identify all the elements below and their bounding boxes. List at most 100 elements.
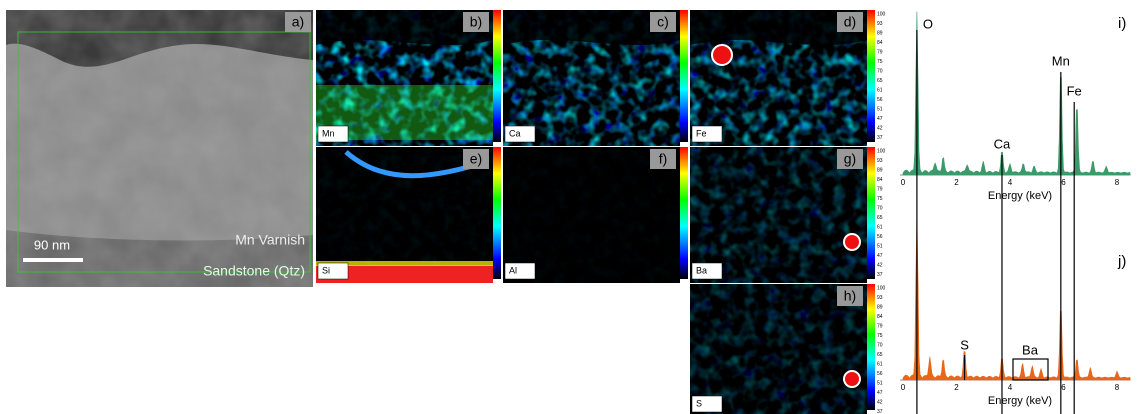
peak-label: Fe <box>1067 83 1082 98</box>
colorbar-tick-label: 100 <box>877 285 886 291</box>
colorbar <box>680 10 688 142</box>
colorbar-tick-label: 61 <box>877 224 883 230</box>
panel-label: i) <box>1118 15 1126 32</box>
panel-label: c) <box>657 14 669 30</box>
colorbar <box>493 10 501 142</box>
colorbar-tick-label: 56 <box>877 234 883 240</box>
panel-label: b) <box>470 14 482 30</box>
colorbar-tick-label: 79 <box>877 323 883 329</box>
colorbar-tick-label: 42 <box>877 125 883 131</box>
element-map: 100 93 89 84 79 75 70 65 61 56 51 47 42 37 h) S <box>690 284 886 414</box>
element-label: Al <box>509 265 517 275</box>
colorbar <box>680 147 688 279</box>
element-map: 100 93 89 84 79 75 70 65 61 56 51 47 42 37 d) Fe <box>690 10 886 146</box>
element-map: c) Ca <box>503 10 688 146</box>
element-label: Fe <box>696 128 707 138</box>
panel-label: e) <box>470 151 482 167</box>
x-tick-label: 4 <box>1008 383 1013 392</box>
x-tick-label: 2 <box>954 383 959 392</box>
x-axis-label: Energy (keV) <box>988 395 1052 407</box>
colorbar-tick-label: 70 <box>877 68 883 74</box>
element-label: Ca <box>509 128 521 138</box>
colorbar-tick-label: 75 <box>877 196 883 202</box>
peak-label: S <box>960 337 969 352</box>
colorbar-tick-label: 89 <box>877 167 883 173</box>
map-particle <box>712 45 732 65</box>
colorbar-tick-label: 84 <box>877 314 883 320</box>
element-map: b) Mn <box>316 10 501 146</box>
colorbar <box>867 147 875 279</box>
x-tick-label: 8 <box>1115 383 1120 392</box>
colorbar-tick-label: 37 <box>877 135 883 141</box>
x-tick-label: 4 <box>1008 178 1013 187</box>
peak-label: O <box>923 16 933 31</box>
colorbar <box>867 10 875 142</box>
peak-label: Ba <box>1022 342 1039 357</box>
spectrum <box>903 212 1130 380</box>
colorbar-tick-label: 42 <box>877 399 883 405</box>
colorbar-tick-label: 37 <box>877 409 883 414</box>
colorbar-tick-label: 42 <box>877 262 883 268</box>
map-particle <box>844 371 860 387</box>
x-tick-label: 6 <box>1061 383 1066 392</box>
colorbar-tick-label: 84 <box>877 177 883 183</box>
panel-label: a) <box>292 14 304 30</box>
colorbar-tick-label: 56 <box>877 97 883 103</box>
region-label: Mn Varnish <box>235 232 305 248</box>
colorbar-tick-label: 51 <box>877 243 883 249</box>
element-map: e) Si <box>316 147 501 283</box>
element-label: S <box>696 398 702 408</box>
colorbar-tick-label: 93 <box>877 21 883 27</box>
colorbar-tick-label: 37 <box>877 272 883 278</box>
colorbar-tick-label: 70 <box>877 205 883 211</box>
colorbar-tick-label: 93 <box>877 295 883 301</box>
colorbar-tick-label: 84 <box>877 40 883 46</box>
colorbar-tick-label: 51 <box>877 106 883 112</box>
region-label: Sandstone (Qtz) <box>203 263 305 279</box>
colorbar-tick-label: 65 <box>877 352 883 358</box>
panel-label: j) <box>1117 253 1126 270</box>
x-tick-label: 2 <box>954 178 959 187</box>
colorbar-tick-label: 61 <box>877 87 883 93</box>
element-map: 100 93 89 84 79 75 70 65 61 56 51 47 42 37 g) Ba <box>690 147 886 283</box>
colorbar-tick-label: 100 <box>877 11 886 17</box>
colorbar-tick-label: 100 <box>877 148 886 154</box>
panel-label: h) <box>844 288 856 304</box>
colorbar-tick-label: 89 <box>877 304 883 310</box>
peak-label: Mn <box>1052 53 1070 68</box>
element-map: f) Al <box>503 147 688 283</box>
panel-label: g) <box>844 151 856 167</box>
element-label: Mn <box>322 128 335 138</box>
colorbar-tick-label: 65 <box>877 78 883 84</box>
panel-label: d) <box>844 14 856 30</box>
element-label: Si <box>322 265 330 275</box>
colorbar-tick-label: 79 <box>877 186 883 192</box>
element-label: Ba <box>696 265 707 275</box>
colorbar-tick-label: 56 <box>877 371 883 377</box>
colorbar-tick-label: 89 <box>877 30 883 36</box>
colorbar <box>493 147 501 279</box>
colorbar-tick-label: 75 <box>877 333 883 339</box>
colorbar <box>867 284 875 410</box>
map-particle <box>844 234 860 250</box>
colorbar-tick-label: 47 <box>877 116 883 122</box>
colorbar-tick-label: 51 <box>877 380 883 386</box>
colorbar-tick-label: 79 <box>877 49 883 55</box>
peak-label: Ca <box>994 136 1011 151</box>
colorbar-tick-label: 47 <box>877 253 883 259</box>
scale-bar <box>23 258 83 262</box>
x-axis-label: Energy (keV) <box>988 190 1052 202</box>
x-tick-label: 0 <box>901 178 906 187</box>
colorbar-tick-label: 65 <box>877 215 883 221</box>
panel-label: f) <box>659 151 668 167</box>
x-tick-label: 8 <box>1115 178 1120 187</box>
colorbar-tick-label: 93 <box>877 158 883 164</box>
figure: a) 90 nm Mn Varnish Sandstone (Qtz) b) Mn c) Ca… <box>0 0 1138 414</box>
colorbar-tick-label: 75 <box>877 59 883 65</box>
x-tick-label: 6 <box>1061 178 1066 187</box>
scale-bar-label: 90 nm <box>34 237 70 252</box>
colorbar-tick-label: 47 <box>877 390 883 396</box>
colorbar-tick-label: 61 <box>877 361 883 367</box>
colorbar-tick-label: 70 <box>877 342 883 348</box>
spectrum <box>903 12 1130 175</box>
